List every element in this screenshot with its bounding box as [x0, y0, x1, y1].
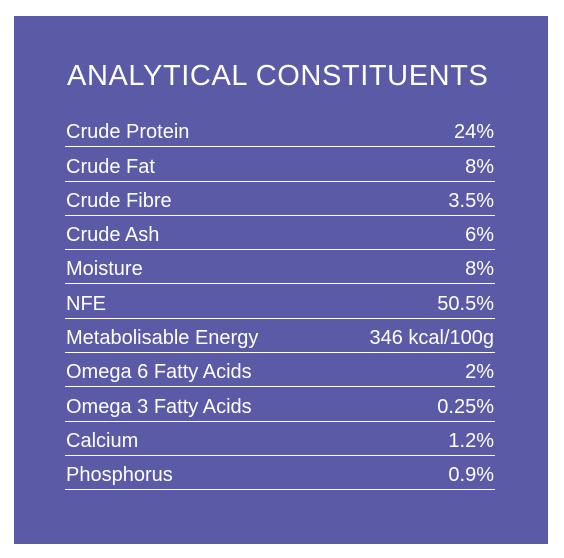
row-label: NFE: [66, 292, 106, 315]
row-label: Moisture: [66, 258, 143, 281]
row-label: Omega 3 Fatty Acids: [66, 395, 252, 418]
table-row: Calcium 1.2%: [65, 422, 495, 456]
row-label: Crude Protein: [66, 121, 190, 144]
row-label: Omega 6 Fatty Acids: [66, 361, 252, 384]
table-row: Crude Fat 8%: [65, 147, 495, 182]
row-value: 2%: [465, 361, 494, 384]
constituents-panel: ANALYTICAL CONSTITUENTS Crude Protein 24…: [14, 16, 548, 544]
row-label: Phosphorus: [66, 464, 173, 487]
table-row: Metabolisable Energy 346 kcal/100g: [65, 319, 495, 354]
row-label: Crude Fibre: [66, 189, 172, 212]
panel-title: ANALYTICAL CONSTITUENTS: [67, 60, 489, 92]
row-value: 8%: [465, 155, 494, 178]
row-label: Metabolisable Energy: [66, 327, 259, 350]
table-row: Crude Fibre 3.5%: [65, 182, 495, 216]
row-label: Crude Fat: [66, 155, 155, 178]
table-row: NFE 50.5%: [65, 284, 495, 319]
row-value: 1.2%: [448, 429, 494, 452]
table-row: Omega 3 Fatty Acids 0.25%: [65, 387, 495, 422]
constituents-table: Crude Protein 24% Crude Fat 8% Crude Fib…: [65, 113, 495, 491]
table-row: Moisture 8%: [65, 250, 495, 285]
row-value: 3.5%: [448, 189, 494, 212]
row-value: 0.9%: [448, 464, 494, 487]
row-value: 24%: [453, 121, 494, 144]
row-value: 346 kcal/100g: [369, 327, 494, 350]
row-label: Calcium: [66, 429, 139, 452]
row-value: 0.25%: [437, 395, 494, 418]
row-value: 50.5%: [437, 292, 494, 315]
table-row: Crude Ash 6%: [65, 216, 495, 251]
row-value: 6%: [465, 224, 494, 247]
row-label: Crude Ash: [66, 224, 160, 247]
table-row: Phosphorus 0.9%: [65, 456, 495, 491]
table-row: Crude Protein 24%: [65, 113, 495, 148]
table-row: Omega 6 Fatty Acids 2%: [65, 353, 495, 388]
row-value: 8%: [465, 258, 494, 281]
